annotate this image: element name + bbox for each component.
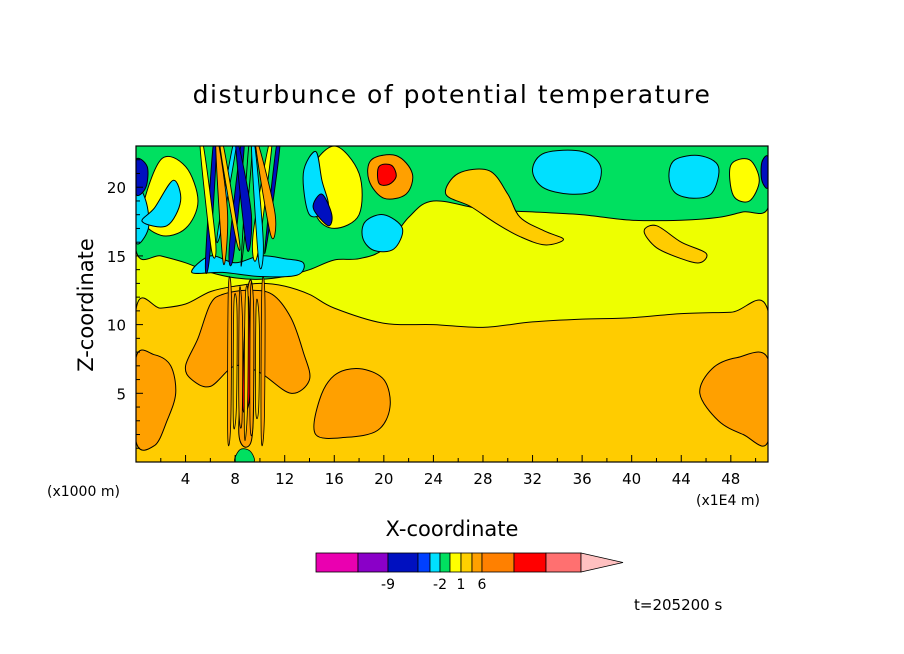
plot-area	[136, 146, 768, 462]
turbulent-streak	[219, 146, 241, 251]
x-axis-ticks: 4 8 12 16 20 24 28 32 36 40 44 48	[160, 455, 757, 488]
y-axis-ticks: 5 10 15 20	[107, 159, 143, 449]
contour-region-orange-left	[136, 349, 177, 451]
lower-streak	[238, 286, 244, 429]
contour-region-cyan-a	[531, 149, 602, 195]
contour-region-blue-g	[136, 157, 149, 197]
x-tick-label: 12	[275, 470, 294, 488]
lower-streak	[243, 285, 249, 442]
colorbar-bin	[387, 552, 419, 573]
turbulent-streak	[199, 146, 217, 259]
x-tick-label: 4	[181, 470, 191, 488]
colorbar-bin	[513, 552, 547, 573]
colorbar-bin	[449, 552, 462, 573]
colorbar-tick-labels: -9 -2 1 6	[381, 577, 487, 593]
lower-streak	[232, 293, 238, 430]
x-unit-right: (x1E4 m)	[696, 493, 760, 509]
contour-region-blue-h	[760, 155, 768, 189]
y-tick-label: 15	[107, 248, 126, 266]
colorbar-tick-label: -9	[381, 577, 395, 593]
x-tick-label: 24	[424, 470, 443, 488]
colorbar-bin	[439, 552, 451, 573]
x-axis-label: X-coordinate	[386, 517, 519, 541]
contour-region-orange-upper-b	[643, 224, 708, 264]
contour-region-orange-upper	[444, 168, 565, 246]
contour-region-blue-l	[312, 193, 333, 227]
lower-streak	[227, 276, 232, 447]
x-tick-label: 32	[523, 470, 542, 488]
colorbar-bin	[357, 552, 389, 573]
colorbar-tick-label: 6	[478, 577, 487, 593]
colorbar-bin	[460, 552, 473, 573]
chart-title: disturbunce of potential temperature	[193, 80, 712, 109]
colorbar-bin	[315, 552, 359, 573]
contour-region-orange-right	[699, 351, 768, 447]
colorbar	[315, 552, 624, 573]
lower-streak	[249, 282, 255, 437]
x-tick-label: 28	[473, 470, 492, 488]
turbulent-streak	[235, 146, 253, 252]
contour-region-yellow-f	[729, 158, 760, 203]
contour-region-red-e	[376, 163, 397, 186]
y-tick-label: 20	[107, 179, 126, 197]
lower-streak	[260, 276, 266, 447]
x-tick-label: 36	[573, 470, 592, 488]
colorbar-tick-label: -2	[433, 577, 447, 593]
x-tick-label: 8	[230, 470, 240, 488]
y-tick-label: 5	[116, 385, 126, 403]
colorbar-bin	[429, 552, 441, 573]
colorbar-bin	[481, 552, 515, 573]
time-label: t=205200 s	[634, 596, 722, 614]
x-unit-left: (x1000 m)	[47, 484, 120, 500]
base-blob	[234, 448, 255, 462]
x-tick-label: 44	[672, 470, 691, 488]
contour-regions	[136, 146, 768, 462]
contour-region-cyan-b	[668, 154, 720, 199]
y-axis-label: Z-coordinate	[74, 238, 98, 372]
colorbar-bin	[417, 552, 431, 573]
colorbar-tick-label: 1	[457, 577, 466, 593]
contour-region-orange-mid	[313, 367, 391, 439]
colorbar-bin	[471, 552, 483, 573]
contour-region-cyan-d	[136, 184, 150, 245]
turbulent-streak	[215, 146, 229, 266]
plot-frame	[135, 145, 769, 463]
contour-region-cyan-c	[361, 214, 404, 253]
x-tick-label: 48	[721, 470, 740, 488]
x-tick-label: 16	[325, 470, 344, 488]
x-tick-label: 40	[622, 470, 641, 488]
turbulent-core	[199, 146, 281, 462]
y-tick-label: 10	[107, 317, 126, 335]
turbulent-streak	[251, 146, 264, 270]
contour-region-cyan-k	[141, 179, 182, 228]
turbulent-streak	[255, 146, 277, 240]
colorbar-extension-arrow	[580, 552, 624, 573]
x-tick-label: 20	[374, 470, 393, 488]
lower-streak	[255, 298, 260, 420]
colorbar-bin	[545, 552, 582, 573]
